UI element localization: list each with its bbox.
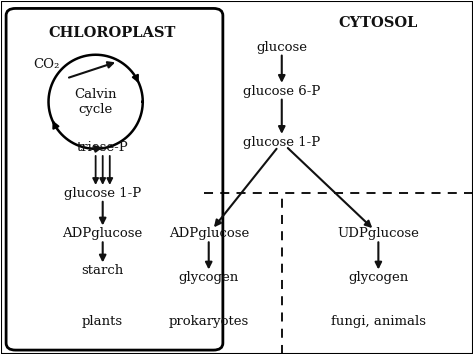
Text: triose-P: triose-P xyxy=(77,141,128,154)
Text: CHLOROPLAST: CHLOROPLAST xyxy=(48,26,176,40)
Text: UDPglucose: UDPglucose xyxy=(337,227,419,240)
Text: glycogen: glycogen xyxy=(179,271,239,284)
Text: CYTOSOL: CYTOSOL xyxy=(339,16,418,29)
Text: prokaryotes: prokaryotes xyxy=(169,315,249,328)
Text: CO₂: CO₂ xyxy=(33,58,59,71)
Text: starch: starch xyxy=(82,264,124,277)
Text: fungi, animals: fungi, animals xyxy=(331,315,426,328)
Text: Calvin
cycle: Calvin cycle xyxy=(74,88,117,116)
Text: ADPglucose: ADPglucose xyxy=(169,227,249,240)
Text: glucose 1-P: glucose 1-P xyxy=(243,136,320,149)
Text: glucose 6-P: glucose 6-P xyxy=(243,85,320,98)
Text: glycogen: glycogen xyxy=(348,271,409,284)
Text: ADPglucose: ADPglucose xyxy=(63,227,143,240)
Text: glucose 1-P: glucose 1-P xyxy=(64,187,141,200)
FancyBboxPatch shape xyxy=(6,9,223,350)
Text: plants: plants xyxy=(82,315,123,328)
Text: glucose: glucose xyxy=(256,41,307,54)
